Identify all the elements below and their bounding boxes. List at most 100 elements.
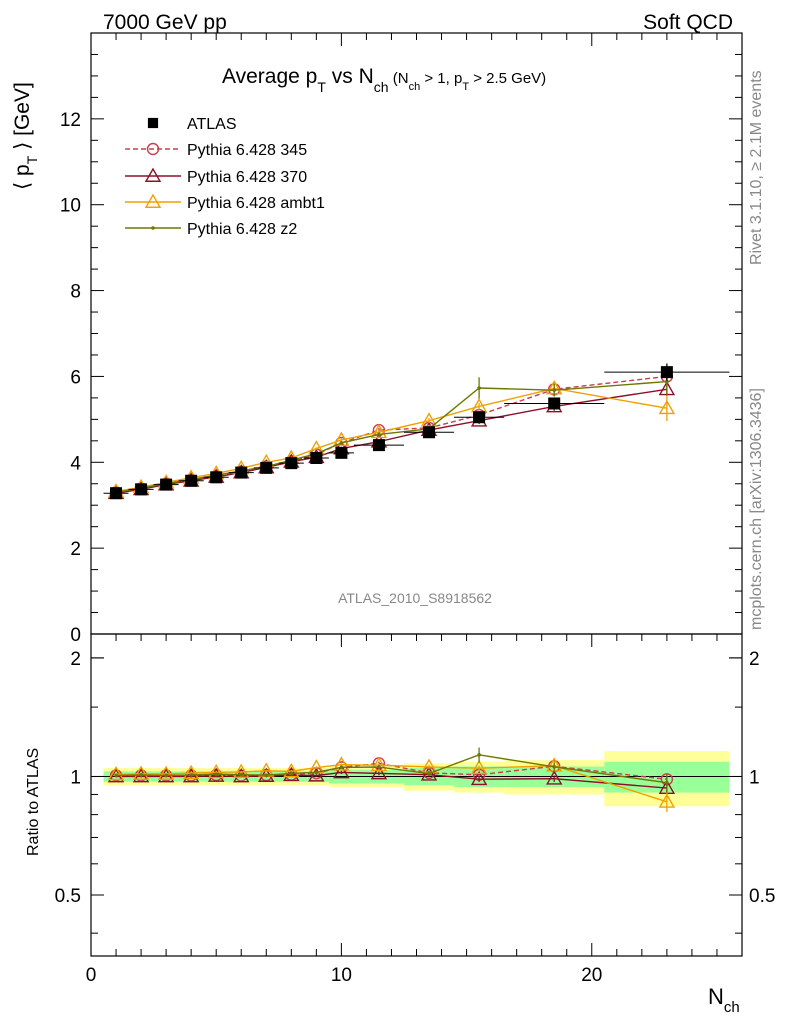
ratio-point-z2 — [214, 772, 218, 776]
ratio-tick-label-left: 1 — [70, 767, 81, 788]
point-z2 — [665, 379, 669, 384]
mcplots-label: mcplots.cern.ch [arXiv:1306.3436] — [748, 388, 765, 630]
ratio-point-z2 — [239, 772, 244, 777]
ratio-point-ambt1 — [182, 764, 200, 780]
ratio-point-z2 — [339, 765, 344, 770]
legend: ATLAS Pythia 6.428 345 Pythia 6.428 370 … — [125, 116, 325, 238]
ratio-tick-labels: 0.5 1 2 0.5 1 2 — [55, 649, 776, 907]
legend-marker-370 — [144, 167, 162, 182]
point-370 — [658, 380, 676, 396]
point-atlas — [135, 483, 148, 496]
rivet-label: Rivet 3.1.10, ≥ 2.1M events — [748, 70, 765, 265]
point-atlas — [185, 474, 198, 487]
point-z2 — [339, 441, 344, 445]
y-tick-label: 2 — [70, 539, 81, 560]
ratio-axis-label: Ratio to ATLAS — [25, 748, 42, 856]
ratio-point-z2 — [164, 773, 168, 778]
legend-marker-345 — [146, 142, 160, 156]
point-ambt1 — [370, 423, 388, 439]
ratio-tick-label-left: 0.5 — [55, 886, 81, 907]
ratio-point-370 — [233, 768, 250, 783]
ratio-point-ambt1 — [370, 756, 388, 772]
point-atlas — [335, 446, 348, 459]
ratio-point-z2 — [114, 773, 118, 778]
point-atlas — [310, 451, 323, 464]
ratio-point-370 — [470, 770, 488, 786]
point-atlas — [260, 461, 273, 474]
header-right: Soft QCD — [643, 11, 733, 34]
point-ambt1 — [333, 431, 350, 446]
ratio-tick-label-right: 2 — [749, 649, 760, 670]
ratio-point-z2 — [139, 773, 143, 777]
analysis-watermark: ATLAS_2010_S8918562 — [338, 590, 492, 606]
ratio-point-z2 — [477, 753, 481, 757]
point-atlas — [285, 457, 298, 470]
x-axis-label: Nch — [708, 984, 740, 1016]
legend-marker-ambt1 — [144, 193, 162, 208]
ratio-point-ambt1 — [470, 759, 488, 775]
point-atlas — [110, 487, 123, 500]
point-atlas — [160, 478, 173, 491]
ratio-point-370 — [308, 767, 325, 782]
point-z2 — [377, 432, 381, 437]
point-atlas — [660, 366, 673, 379]
ratio-point-ambt1 — [333, 756, 350, 771]
ratio-point-ambt1 — [233, 763, 250, 778]
legend-label-ambt1: Pythia 6.428 ambt1 — [187, 195, 325, 212]
x-tick-label: 20 — [581, 965, 602, 986]
ratio-point-ambt1 — [107, 765, 125, 781]
legend-label-345: Pythia 6.428 345 — [187, 142, 307, 159]
y-tick-label: 10 — [60, 196, 81, 217]
legend-label-370: Pythia 6.428 370 — [187, 169, 307, 186]
header-left: 7000 GeV pp — [103, 11, 227, 34]
point-z2 — [552, 388, 557, 392]
x-tick-labels: 0 10 20 — [86, 965, 603, 986]
point-ambt1 — [420, 412, 438, 427]
axis-ticks — [90, 32, 743, 956]
series-line-z2 — [115, 380, 667, 494]
ratio-tick-label-right: 1 — [749, 767, 760, 788]
ratio-point-370 — [207, 767, 225, 782]
y-tick-label: 4 — [70, 453, 81, 474]
ratio-point-370 — [333, 764, 350, 779]
ratio-point-370 — [546, 770, 563, 785]
ratio-point-z2 — [314, 770, 319, 775]
ratio-point-ambt1 — [157, 765, 175, 780]
ratio-point-ambt1 — [207, 763, 225, 779]
point-atlas — [423, 426, 436, 439]
ratio-point-ambt1 — [132, 765, 150, 780]
ratio-point-z2 — [377, 765, 381, 769]
y-tick-label: 0 — [70, 625, 81, 646]
point-atlas — [235, 466, 248, 479]
ratio-point-z2 — [665, 780, 669, 785]
y-tick-label: 12 — [60, 110, 81, 131]
x-tick-label: 10 — [331, 965, 352, 986]
point-atlas — [372, 439, 385, 452]
ratio-point-z2 — [427, 771, 431, 776]
point-ambt1 — [658, 399, 676, 415]
ratio-point-z2 — [264, 773, 269, 777]
ratio-tick-label-left: 2 — [70, 649, 81, 670]
point-z2 — [477, 386, 481, 390]
ratio-point-370 — [370, 764, 388, 780]
ratio-point-z2 — [189, 773, 193, 777]
point-atlas — [548, 397, 561, 410]
plot-title: Average pT vs Nch (Nch > 1, pT > 2.5 GeV… — [222, 65, 546, 95]
legend-marker-atlas — [147, 117, 159, 129]
y-tick-labels: 0 2 4 6 8 10 12 — [60, 110, 82, 646]
x-tick-label: 0 — [86, 965, 97, 986]
ratio-point-z2 — [289, 771, 294, 776]
ratio-plot-series — [107, 747, 676, 812]
legend-marker-z2 — [151, 226, 155, 230]
y-axis-label: ⟨ pT ⟩ [GeV] — [11, 82, 40, 190]
legend-label-atlas: ATLAS — [187, 116, 237, 133]
main-plot-series — [103, 363, 730, 500]
ratio-point-ambt1 — [658, 793, 676, 808]
y-tick-label: 6 — [70, 367, 81, 388]
ratio-point-z2 — [552, 765, 557, 769]
ratio-tick-label-right: 0.5 — [749, 886, 775, 907]
legend-label-z2: Pythia 6.428 z2 — [187, 221, 297, 238]
ratio-point-ambt1 — [283, 762, 300, 778]
point-atlas — [473, 411, 486, 424]
